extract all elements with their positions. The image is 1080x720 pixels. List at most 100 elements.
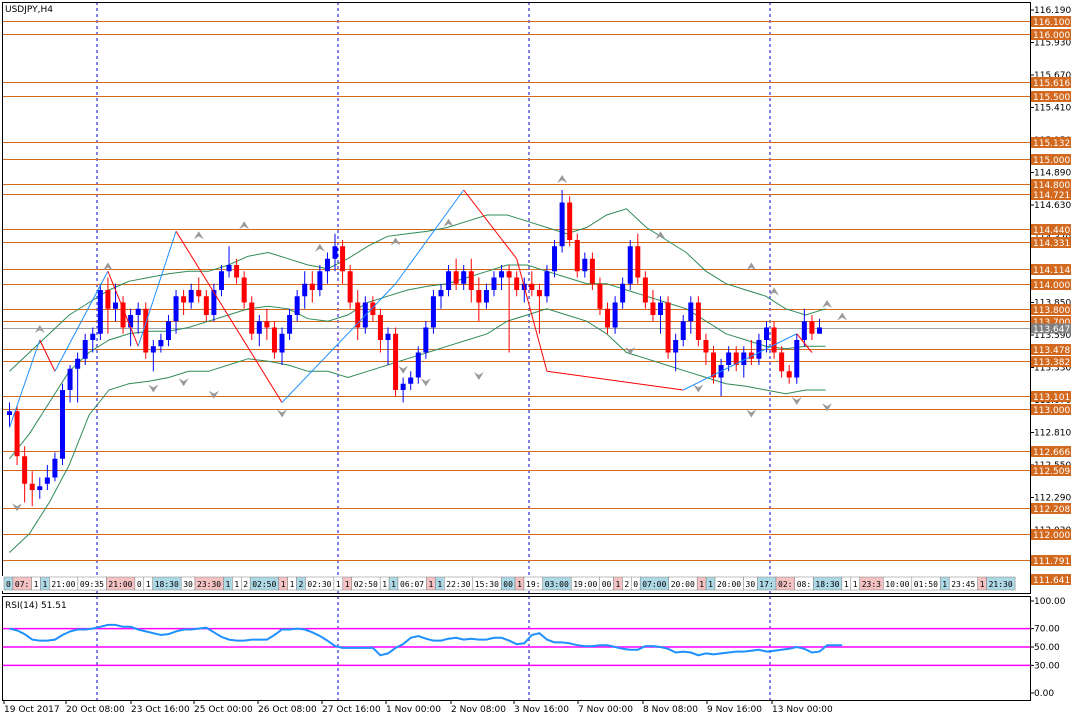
zigzag-segment: [107, 271, 139, 347]
info-strip-label: 1: [290, 580, 295, 589]
candle-body: [552, 246, 558, 272]
bearish-candle: [786, 365, 792, 384]
zigzag-segment: [175, 230, 283, 403]
info-strip-label: 1: [853, 580, 858, 589]
time-tick-label: 9 Nov 16:00: [707, 705, 762, 715]
zigzag-segment: [137, 231, 177, 347]
chart-frames: [2, 2, 1031, 701]
price-level-label-bg: [1031, 91, 1071, 102]
candle-body: [302, 283, 308, 297]
price-level-label-bg: [1031, 179, 1071, 190]
price-level-label: 115.616: [1033, 79, 1070, 89]
info-strip-label: 1: [616, 580, 621, 589]
info-strip-label: 1: [43, 580, 48, 589]
price-level-label-bg: [1031, 503, 1071, 514]
bullish-candle: [461, 265, 467, 290]
candle-body: [408, 377, 414, 384]
candle-body: [764, 327, 769, 340]
info-strip-label: 1: [336, 580, 341, 589]
bearish-candle: [309, 271, 315, 303]
bearish-candle: [347, 265, 353, 309]
bearish-candle: [574, 233, 580, 278]
bullish-candle: [37, 477, 43, 499]
candle-body: [703, 340, 709, 353]
info-strip-label: 1: [382, 580, 387, 589]
fractal-up-icon: [557, 175, 568, 183]
candle-body: [483, 290, 489, 303]
info-strip-label: 23:45: [951, 580, 975, 589]
candle-body: [574, 240, 580, 272]
candle-body: [211, 290, 217, 315]
fractal-down-icon: [178, 378, 189, 387]
bearish-candle: [181, 290, 187, 315]
bullish-candle: [44, 465, 50, 490]
candle-body: [650, 302, 656, 315]
candle-body: [499, 271, 505, 278]
bullish-candle: [211, 283, 217, 322]
bullish-candle: [741, 346, 747, 378]
fractal-up-icon: [239, 221, 250, 230]
price-level-label: 113.101: [1033, 393, 1070, 403]
candle-body: [733, 352, 739, 365]
bullish-candle: [415, 346, 421, 384]
symbol-title: USDJPY,H4: [5, 5, 53, 15]
price-tick-label: 114.890: [1034, 169, 1071, 179]
price-level-label: 115.000: [1033, 156, 1070, 166]
bullish-candle: [317, 265, 323, 297]
bullish-candle: [816, 318, 822, 334]
zigzag-segment: [546, 370, 684, 391]
candle-body: [529, 283, 535, 290]
candles: [7, 190, 822, 507]
time-tick-label: 3 Nov 16:00: [514, 705, 569, 715]
zigzag-segment: [395, 189, 465, 285]
time-tick-label: 23 Oct 16:00: [131, 705, 190, 715]
bullish-candle: [226, 246, 232, 278]
rsi-tick-label: 30.00: [1034, 661, 1060, 671]
rsi-tick-label: 0.00: [1034, 689, 1054, 699]
info-strip-label: 30: [746, 580, 756, 589]
info-strip-label: 07:00: [642, 580, 666, 589]
info-strip-label: 0: [137, 580, 142, 589]
bullish-candle: [491, 271, 497, 297]
bullish-candle: [90, 327, 96, 353]
candle-body: [309, 283, 315, 290]
info-strip-label: 1: [437, 580, 442, 589]
info-strip-label: 1: [146, 580, 151, 589]
price-level-label-bg: [1031, 189, 1071, 200]
info-strip-label: 02:50: [252, 580, 276, 589]
fractal-up-icon: [314, 243, 325, 252]
candle-body: [203, 296, 209, 315]
candle-body: [620, 283, 626, 303]
info-strip-label: 18:30: [155, 580, 179, 589]
candle-body: [688, 302, 694, 322]
bearish-candle: [29, 471, 35, 507]
candle-body: [468, 271, 474, 290]
price-level-label: 113.382: [1033, 358, 1070, 368]
candle-body: [680, 321, 686, 340]
price-level-label: 114.331: [1033, 239, 1070, 249]
info-strip-label: 02:50: [354, 580, 378, 589]
current-price-label-bg: [1031, 323, 1071, 334]
bearish-candle: [234, 258, 240, 284]
candle-body: [771, 327, 777, 353]
price-level-label-bg: [1031, 154, 1071, 165]
candle-body: [264, 321, 270, 328]
candle-body: [218, 271, 224, 290]
bearish-candle: [771, 321, 777, 359]
fractal-up-icon: [390, 237, 401, 246]
time-tick-label: 25 Oct 00:00: [194, 705, 253, 715]
info-strip-label: 19:00: [573, 580, 597, 589]
fractal-down-icon: [420, 378, 431, 387]
price-tick-label: 115.670: [1034, 71, 1071, 81]
price-level-label: 114.000: [1033, 281, 1070, 291]
bullish-candle: [52, 452, 58, 482]
candle-body: [582, 258, 588, 272]
zigzag-segment: [9, 339, 41, 428]
fractal-down-icon: [277, 409, 288, 418]
price-level-label-bg: [1031, 224, 1071, 235]
price-tick-label: 113.330: [1034, 364, 1071, 374]
bearish-candle: [143, 302, 149, 359]
candle-body: [234, 265, 240, 278]
rsi-title: RSI(14) 51.51: [5, 601, 67, 611]
price-level-label-bg: [1031, 465, 1071, 476]
